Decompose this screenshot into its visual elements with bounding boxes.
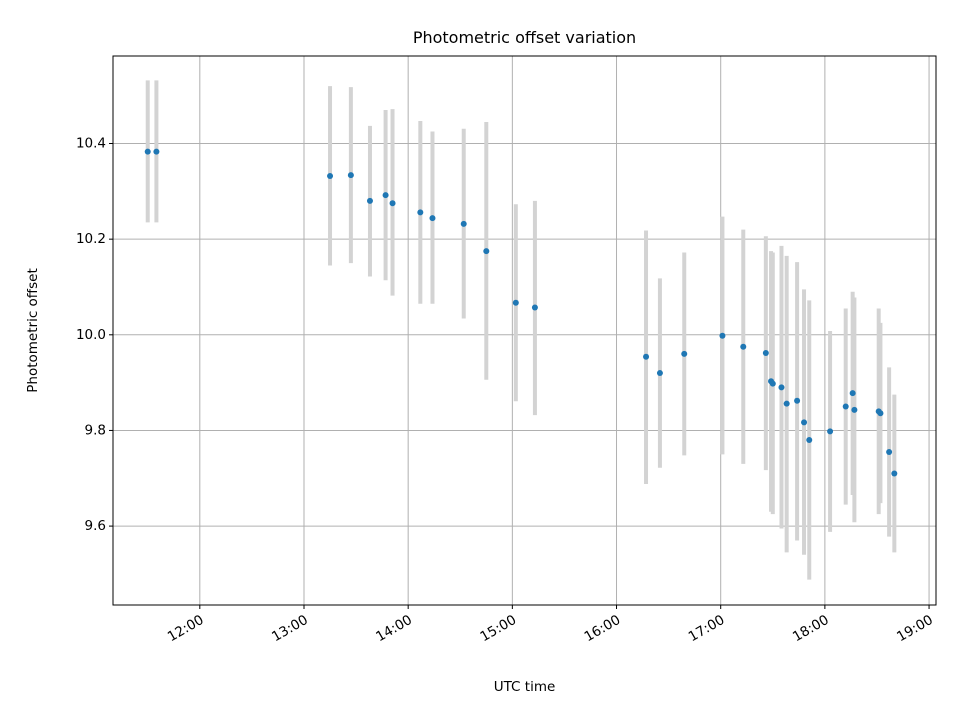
data-point — [327, 173, 334, 180]
data-point — [389, 200, 396, 207]
data-point — [144, 148, 151, 155]
data-points — [144, 148, 898, 477]
data-point — [842, 403, 849, 410]
chart-title: Photometric offset variation — [413, 28, 636, 47]
x-tick-label: 19:00 — [894, 612, 936, 645]
data-point — [806, 437, 813, 444]
data-point — [740, 343, 747, 350]
data-point — [512, 299, 519, 306]
data-point — [366, 197, 373, 204]
data-point — [886, 448, 893, 455]
data-point — [778, 384, 785, 391]
data-point — [794, 397, 801, 404]
data-point — [851, 406, 858, 413]
y-tick-label: 9.8 — [85, 422, 106, 438]
data-point — [417, 209, 424, 216]
x-tick-label: 15:00 — [477, 612, 519, 645]
data-point — [769, 380, 776, 387]
x-tick-label: 17:00 — [686, 612, 728, 645]
x-axis-label: UTC time — [494, 679, 556, 695]
y-tick-label: 9.6 — [85, 518, 106, 534]
data-point — [849, 390, 856, 397]
x-tick-label: 12:00 — [165, 612, 207, 645]
data-point — [762, 349, 769, 356]
data-point — [382, 192, 389, 199]
y-tick-label: 10.0 — [76, 327, 106, 343]
data-point — [801, 419, 808, 426]
data-point — [877, 410, 884, 417]
y-tick-label: 10.2 — [76, 231, 106, 247]
data-point — [483, 248, 490, 255]
data-point — [460, 220, 467, 227]
y-tick-label: 10.4 — [76, 136, 106, 152]
y-axis-label: Photometric offset — [25, 268, 41, 392]
x-tick-label: 18:00 — [790, 612, 832, 645]
data-point — [429, 215, 436, 222]
x-tick-label: 13:00 — [269, 612, 311, 645]
data-point — [783, 400, 790, 407]
x-tick-label: 16:00 — [582, 612, 624, 645]
data-point — [347, 172, 354, 179]
data-point — [681, 350, 688, 357]
data-point — [656, 370, 663, 377]
data-point — [827, 428, 834, 435]
data-point — [891, 470, 898, 477]
plot-frame — [112, 55, 937, 606]
data-point — [643, 353, 650, 360]
x-tick-label: 14:00 — [373, 612, 415, 645]
error-bars — [145, 80, 897, 580]
data-point — [719, 332, 726, 339]
data-point — [531, 304, 538, 311]
axis-ticks: 12:00 13:00 14:00 15:00 16:00 17:00 18:00 19:00… — [76, 136, 936, 646]
grid-lines — [113, 56, 936, 605]
data-point — [153, 148, 160, 155]
